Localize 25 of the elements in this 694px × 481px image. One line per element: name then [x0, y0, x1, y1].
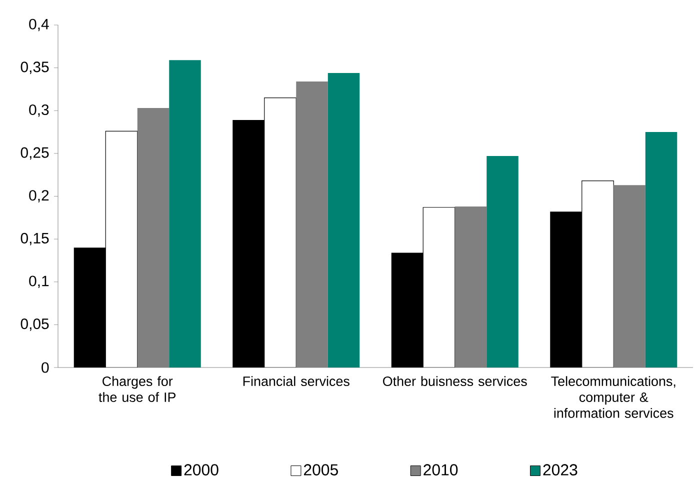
x-tick-label: Telecommunications, computer & information services — [551, 376, 676, 418]
bar — [454, 206, 487, 368]
bar — [486, 156, 518, 368]
x-tick-label: Other buisness services — [383, 376, 527, 386]
bar — [614, 185, 646, 368]
y-tick-label: 0,15 — [20, 232, 49, 246]
y-tick-label: 0,25 — [20, 147, 49, 160]
y-tick-label: 0,2 — [29, 190, 49, 202]
legend-label: 2005 — [304, 464, 338, 476]
bar — [328, 72, 360, 368]
bar — [645, 132, 678, 368]
legend-label: 2000 — [184, 464, 218, 476]
legend-label: 2010 — [424, 464, 458, 476]
y-tick-label: 0,1 — [29, 276, 49, 288]
y-tick-label: 0,3 — [29, 104, 49, 117]
legend-label: 2023 — [543, 464, 578, 476]
bar — [296, 82, 328, 368]
y-tick-label: 0,4 — [29, 18, 49, 32]
y-tick-label: 0 — [42, 362, 49, 373]
bar — [169, 60, 201, 368]
bar — [137, 108, 170, 368]
y-tick-label: 0,35 — [20, 62, 49, 74]
y-tick-label: 0,05 — [20, 318, 49, 331]
x-tick-label: Financial services — [243, 376, 350, 386]
x-tick-label: Charges for the use of IP — [98, 376, 176, 402]
